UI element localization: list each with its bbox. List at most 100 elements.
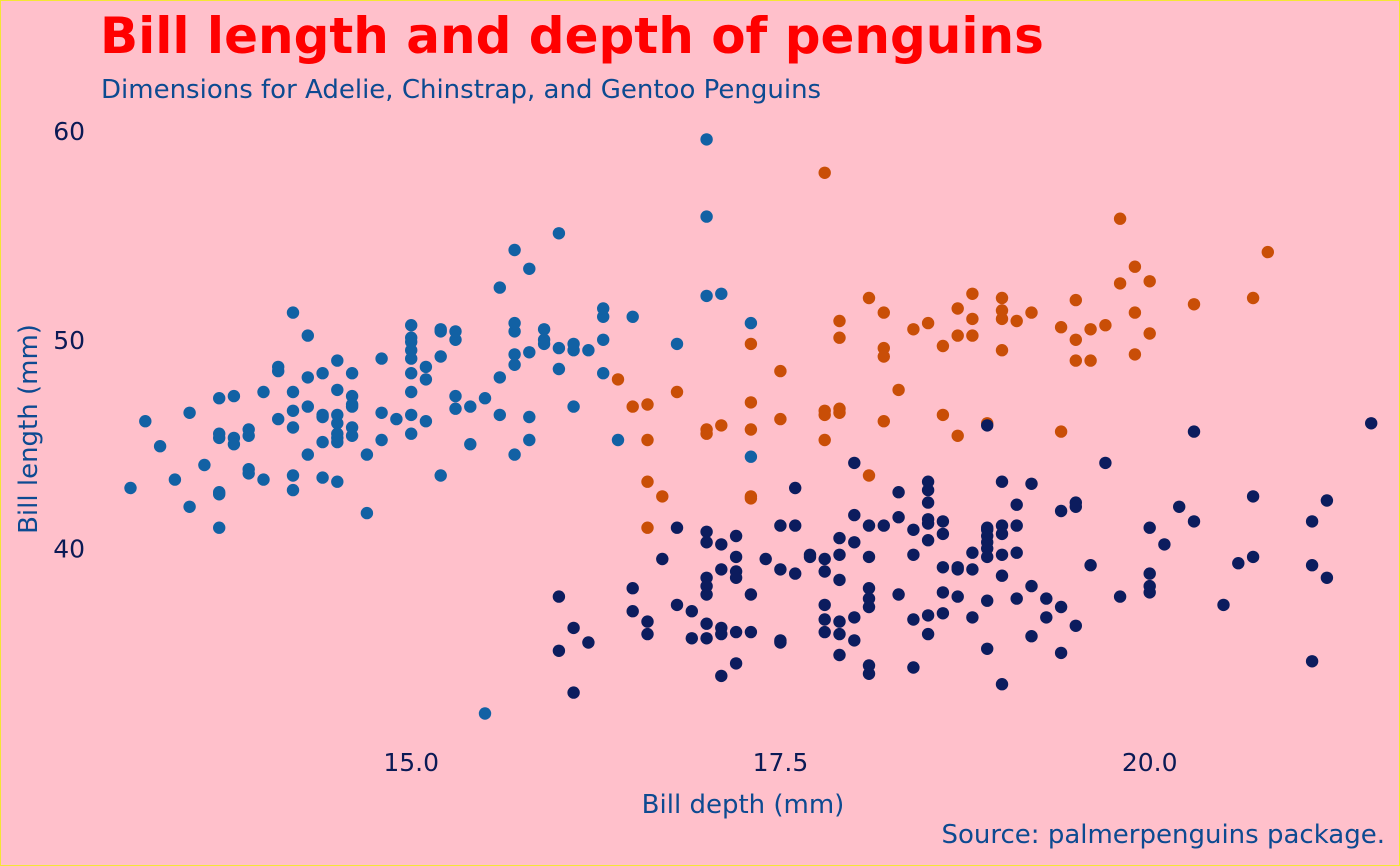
data-point (670, 598, 684, 612)
y-tick-label: 40 (53, 535, 85, 564)
data-point (316, 471, 329, 484)
data-point (833, 548, 846, 561)
data-point (936, 408, 950, 422)
data-point (744, 423, 758, 436)
data-point (1128, 306, 1142, 319)
data-point (1143, 586, 1156, 599)
data-point (1232, 557, 1245, 570)
data-point (523, 433, 536, 447)
x-tick-label: 20.0 (1122, 748, 1178, 777)
data-point (1246, 490, 1260, 503)
data-point (301, 400, 314, 413)
data-point (833, 331, 846, 344)
data-point (626, 400, 639, 413)
data-point (375, 433, 388, 447)
data-point (936, 339, 950, 353)
data-point (700, 427, 713, 440)
data-point (981, 521, 994, 534)
data-point (286, 483, 300, 497)
data-point (1040, 592, 1053, 605)
data-point (715, 563, 728, 576)
data-point (1084, 559, 1097, 572)
data-point (818, 408, 831, 422)
data-point (685, 632, 698, 645)
data-point (789, 519, 802, 532)
data-point (567, 337, 580, 351)
data-point (434, 323, 447, 336)
data-point (257, 385, 270, 399)
data-point (951, 590, 964, 603)
data-point (567, 686, 580, 699)
data-point (715, 419, 728, 432)
data-point (1054, 600, 1068, 614)
data-point (597, 302, 610, 315)
data-point (139, 415, 152, 428)
data-point (892, 511, 905, 524)
data-point (331, 408, 344, 422)
data-point (508, 348, 521, 361)
data-point (1069, 333, 1083, 346)
data-point (715, 538, 728, 551)
data-point (921, 627, 935, 641)
data-point (390, 412, 403, 426)
data-point (405, 408, 418, 422)
data-point (700, 617, 713, 630)
data-point (1143, 275, 1156, 288)
data-point (700, 210, 713, 223)
data-point (301, 448, 314, 461)
data-point (1010, 498, 1023, 511)
data-point (995, 548, 1009, 561)
data-point (700, 289, 713, 303)
y-tick-label: 50 (53, 326, 85, 355)
data-point (1054, 425, 1068, 438)
data-point (700, 632, 713, 645)
data-point (936, 515, 950, 528)
data-point (833, 573, 846, 587)
data-point (995, 678, 1009, 691)
data-point (1113, 277, 1127, 290)
data-point (862, 582, 876, 595)
data-point (286, 385, 300, 399)
data-point (552, 227, 566, 240)
data-point (951, 429, 964, 442)
data-point (360, 448, 374, 461)
points-layer (124, 133, 1378, 720)
data-point (449, 389, 462, 403)
data-point (744, 450, 758, 463)
data-point (729, 625, 743, 639)
data-point (833, 648, 846, 662)
data-point (213, 427, 226, 440)
data-point (641, 627, 654, 641)
data-point (552, 590, 566, 603)
data-point (981, 550, 994, 564)
data-point (478, 707, 492, 720)
data-point (1054, 321, 1068, 334)
data-point (552, 644, 566, 657)
data-point (1143, 521, 1156, 534)
data-point (877, 350, 890, 363)
data-point (774, 563, 787, 576)
data-point (464, 438, 477, 451)
data-point (345, 429, 359, 442)
data-point (611, 433, 625, 447)
data-point (995, 569, 1009, 582)
data-point (892, 383, 905, 397)
data-point (877, 306, 890, 319)
data-point (508, 358, 521, 371)
data-point (833, 531, 846, 545)
data-point (316, 435, 329, 449)
data-point (1246, 291, 1260, 305)
data-point (537, 337, 551, 351)
data-point (641, 398, 654, 411)
data-point (862, 469, 876, 482)
data-point (213, 392, 226, 405)
data-point (921, 316, 935, 330)
data-point (626, 582, 639, 595)
data-point (921, 496, 935, 509)
data-point (449, 402, 462, 415)
data-point (744, 492, 758, 505)
data-point (995, 475, 1009, 488)
data-point (183, 406, 196, 419)
